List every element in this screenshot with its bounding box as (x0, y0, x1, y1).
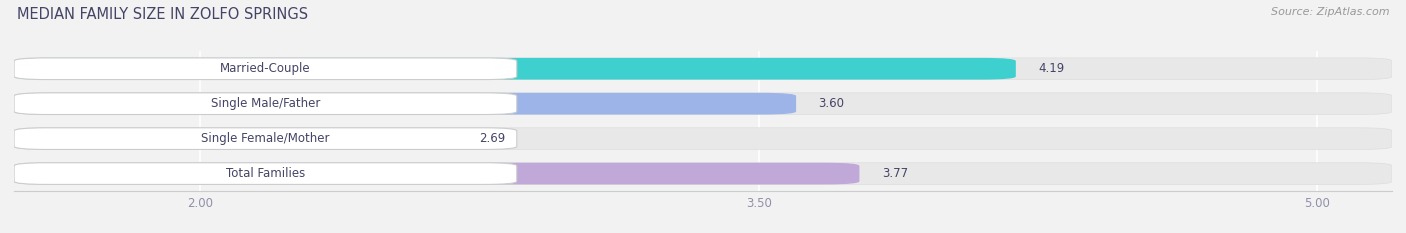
FancyBboxPatch shape (14, 163, 859, 185)
FancyBboxPatch shape (14, 93, 796, 115)
Text: 4.19: 4.19 (1038, 62, 1064, 75)
FancyBboxPatch shape (14, 128, 1392, 150)
FancyBboxPatch shape (14, 93, 1392, 115)
FancyBboxPatch shape (14, 163, 517, 185)
FancyBboxPatch shape (14, 128, 517, 150)
Text: Source: ZipAtlas.com: Source: ZipAtlas.com (1271, 7, 1389, 17)
Text: 3.77: 3.77 (882, 167, 908, 180)
Text: 2.69: 2.69 (479, 132, 506, 145)
Text: 3.60: 3.60 (818, 97, 845, 110)
FancyBboxPatch shape (14, 93, 517, 115)
FancyBboxPatch shape (14, 128, 457, 150)
Text: Single Female/Mother: Single Female/Mother (201, 132, 329, 145)
FancyBboxPatch shape (14, 163, 1392, 185)
Text: MEDIAN FAMILY SIZE IN ZOLFO SPRINGS: MEDIAN FAMILY SIZE IN ZOLFO SPRINGS (17, 7, 308, 22)
Text: Total Families: Total Families (226, 167, 305, 180)
Text: Married-Couple: Married-Couple (221, 62, 311, 75)
FancyBboxPatch shape (14, 58, 1392, 80)
Text: Single Male/Father: Single Male/Father (211, 97, 321, 110)
FancyBboxPatch shape (14, 58, 517, 80)
FancyBboxPatch shape (14, 58, 1015, 80)
